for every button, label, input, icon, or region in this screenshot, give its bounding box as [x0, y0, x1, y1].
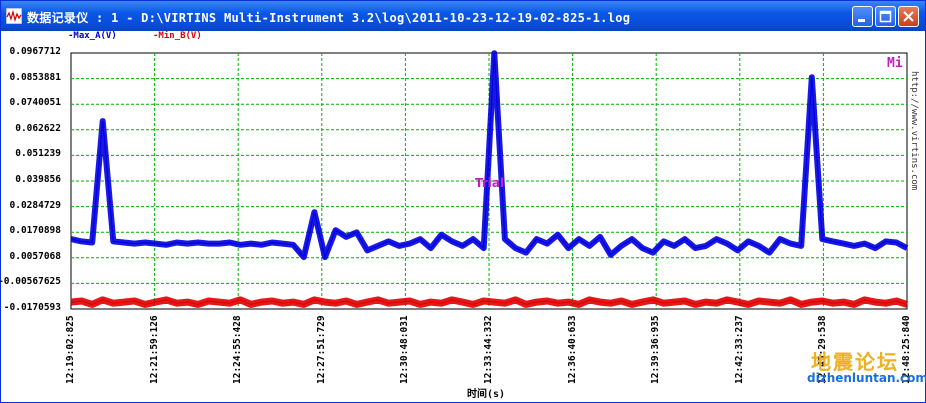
waveform-app-icon [6, 8, 22, 24]
plot-canvas[interactable] [1, 31, 925, 402]
chart-area: -Max_A(V) -Min_B(V) 0.0967712 0.0853881 0.… [0, 31, 926, 402]
y-tick-label: 0.0853881 [9, 71, 61, 83]
x-tick-label: 12:42:33:237 [733, 315, 745, 384]
y-tick-label: 0.051239 [15, 148, 61, 160]
series-trace-max-a [70, 53, 908, 260]
title-bar[interactable]: 数据记录仪 : 1 - D:\VIRTINS Multi-Instrument … [1, 1, 925, 31]
x-tick-label: 12:21:59:126 [148, 315, 160, 384]
minimize-button[interactable] [852, 6, 873, 27]
watermark-url: dizhenluntan.com [807, 371, 926, 385]
x-tick-label: 12:36:40:633 [566, 315, 578, 384]
x-tick-label: 12:27:51:729 [315, 315, 327, 384]
watermark-chinese: 地震论坛 [811, 350, 899, 374]
y-tick-label: 0.0967712 [9, 46, 61, 57]
series-layer [70, 50, 909, 308]
trial-label: Trial [475, 176, 505, 190]
x-tick-label: 12:30:48:031 [399, 315, 411, 384]
x-tick-label: 12:39:36:935 [650, 315, 662, 384]
y-tick-label: 0.0057068 [9, 250, 61, 262]
x-axis-title: 时间(s) [467, 389, 506, 400]
series-trace-min-b [70, 299, 908, 306]
maximize-button[interactable] [875, 6, 896, 27]
legend-series-a: -Max_A(V) [68, 31, 117, 41]
y-tick-label: 0.062622 [15, 122, 61, 134]
y-tick-label: 0.0284729 [9, 199, 61, 211]
vertical-url: http://www.virtins.com [909, 71, 919, 191]
minimize-icon [858, 19, 865, 22]
maximize-icon [879, 10, 892, 23]
mi-label: Mi [887, 56, 903, 71]
y-tick-label: -0.00567625 [0, 276, 61, 288]
window-title: 数据记录仪 : 1 - D:\VIRTINS Multi-Instrument … [27, 11, 631, 25]
x-tick-label: 12:33:44:332 [483, 315, 494, 384]
x-tick-label: 12:24:55:428 [232, 315, 244, 384]
y-tick-label: 0.0740051 [9, 97, 61, 109]
x-tick-label: 12:19:02:825 [65, 315, 76, 384]
close-icon [903, 11, 914, 22]
y-tick-label: -0.0170593 [3, 302, 61, 313]
legend-series-b: -Min_B(V) [153, 31, 202, 41]
y-tick-label: 0.0170898 [9, 225, 61, 237]
close-button[interactable] [898, 6, 919, 27]
y-tick-label: 0.039856 [15, 174, 61, 185]
